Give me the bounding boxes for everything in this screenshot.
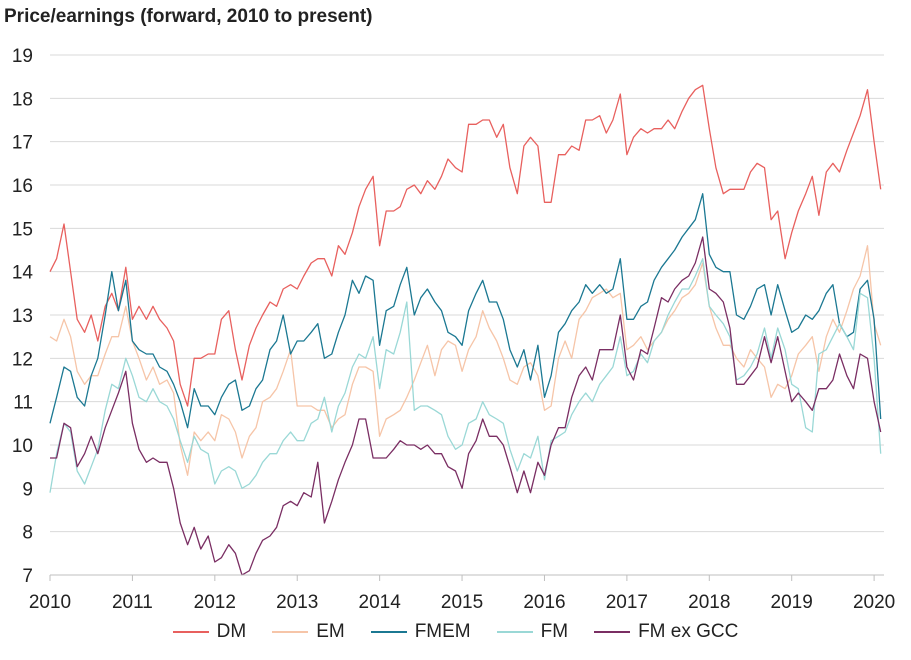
x-tick-label: 2014 [359,592,402,613]
y-tick-label: 7 [22,566,33,587]
y-tick-label: 11 [13,393,33,414]
y-tick-label: 18 [12,89,33,110]
legend-label: FMEM [414,621,471,642]
x-tick-label: 2015 [441,592,483,613]
y-tick-label: 9 [22,479,33,500]
legend-swatch [370,631,407,633]
x-tick-label: 2010 [29,592,71,613]
y-tick-label: 16 [12,176,33,197]
x-tick-label: 2020 [853,592,895,613]
legend-label: FM ex GCC [638,621,739,642]
y-tick-label: 17 [12,133,33,154]
chart-title: Price/earnings (forward, 2010 to present… [4,6,373,27]
x-tick-label: 2019 [771,592,813,613]
y-tick-label: 12 [12,349,33,370]
x-tick-label: 2013 [276,592,318,613]
legend-swatch [272,631,309,633]
legend: DM EM FMEM FM FM ex GCC [0,621,911,643]
y-tick-label: 19 [12,46,33,67]
legend-label: DM [216,621,247,642]
legend-label: FM [540,621,569,642]
series-lines [49,84,882,576]
legend-item-fmem: FMEM [370,621,471,643]
legend-item-fm-ex-gcc: FM ex GCC [594,621,738,643]
series-line-fm [49,258,882,493]
legend-item-fm: FM [496,621,569,643]
y-tick-label: 13 [12,306,33,327]
legend-swatch [496,631,533,633]
x-tick-label: 2018 [688,592,730,613]
series-line-em [49,245,882,476]
x-tick-label: 2011 [112,592,153,613]
x-tick-label: 2017 [606,592,648,613]
legend-swatch [594,631,631,633]
legend-item-dm: DM [172,621,247,643]
legend-swatch [172,631,209,633]
legend-label: EM [316,621,345,642]
y-tick-label: 8 [22,523,33,544]
y-tick-label: 10 [12,436,33,457]
axes: 7 8 9 10 11 12 13 14 15 16 17 18 19 2010 2011 2012 2013 2… [12,46,895,613]
y-tick-label: 15 [12,219,33,240]
gridlines [50,54,884,533]
legend-item-em: EM [272,621,345,643]
series-line-fm-ex-gcc [50,236,882,576]
x-tick-label: 2012 [194,592,236,613]
x-tick-label: 2016 [523,592,565,613]
y-tick-label: 14 [12,263,34,284]
series-line-dm [49,84,882,407]
series-line-fmem [49,193,882,429]
